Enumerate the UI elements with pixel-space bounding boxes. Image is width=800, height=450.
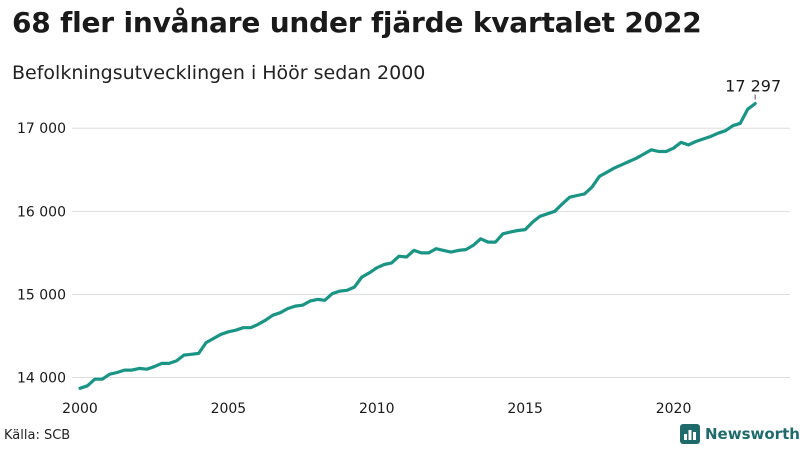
series-line bbox=[78, 101, 757, 390]
bar-chart-icon bbox=[680, 424, 700, 444]
x-tick-label: 2010 bbox=[359, 401, 395, 417]
source-note: Källa: SCB bbox=[4, 428, 71, 443]
chart-subtitle: Befolkningsutvecklingen i Höör sedan 200… bbox=[12, 62, 426, 84]
brand-name: Newsworthy bbox=[705, 425, 800, 443]
y-tick-label: 14 000 bbox=[17, 371, 66, 387]
x-tick-label: 2000 bbox=[62, 401, 98, 417]
y-tick-label: 15 000 bbox=[17, 287, 66, 303]
brand-logo: Newsworthy bbox=[680, 424, 800, 444]
x-tick-label: 2020 bbox=[656, 401, 692, 417]
y-tick-label: 16 000 bbox=[17, 204, 66, 220]
x-tick-label: 2005 bbox=[211, 401, 247, 417]
chart-title: 68 fler invånare under fjärde kvartalet … bbox=[12, 6, 702, 39]
end-value-label: 17 297 bbox=[725, 77, 781, 96]
y-tick-label: 17 000 bbox=[17, 121, 66, 137]
x-tick-label: 2015 bbox=[507, 401, 543, 417]
